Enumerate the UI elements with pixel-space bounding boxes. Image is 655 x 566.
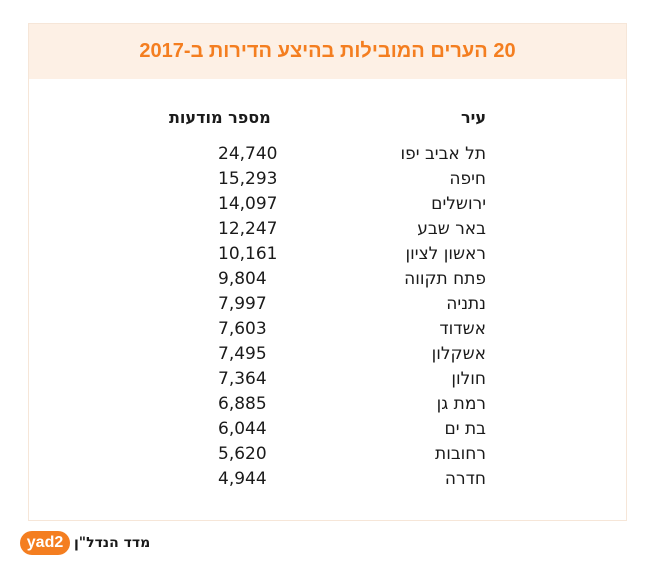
- table-card: 20 הערים המובילות בהיצע הדירות ב-2017 עי…: [28, 23, 627, 521]
- count-cell: 10,161: [218, 244, 278, 264]
- city-cell: באר שבע: [417, 219, 486, 239]
- city-cell: ירושלים: [431, 194, 486, 214]
- city-cell: חיפה: [449, 169, 486, 189]
- city-cell: פתח תקווה: [404, 269, 486, 289]
- city-cell: אשדוד: [439, 319, 486, 339]
- city-cell: רמת גן: [436, 394, 486, 414]
- title-bar: 20 הערים המובילות בהיצע הדירות ב-2017: [29, 24, 626, 79]
- table-row: רחובות 5,620: [29, 444, 626, 469]
- column-header-city: עיר: [461, 108, 486, 127]
- count-cell: 5,620: [218, 444, 267, 464]
- count-cell: 6,044: [218, 419, 267, 439]
- count-cell: 14,097: [218, 194, 278, 214]
- table-row: תל אביב יפו 24,740: [29, 144, 626, 169]
- city-cell: חולון: [451, 369, 486, 389]
- table-row: אשדוד 7,603: [29, 319, 626, 344]
- yad2-logo: yad2: [20, 531, 70, 555]
- table-row: בת ים 6,044: [29, 419, 626, 444]
- city-cell: ראשון לציון: [405, 244, 486, 264]
- count-cell: 4,944: [218, 469, 267, 489]
- page-title: 20 הערים המובילות בהיצע הדירות ב-2017: [139, 40, 516, 62]
- table-row: ירושלים 14,097: [29, 194, 626, 219]
- column-header-count: מספר מודעות: [169, 108, 271, 127]
- count-cell: 15,293: [218, 169, 278, 189]
- count-cell: 9,804: [218, 269, 267, 289]
- count-cell: 12,247: [218, 219, 278, 239]
- table-row: אשקלון 7,495: [29, 344, 626, 369]
- table-row: רמת גן 6,885: [29, 394, 626, 419]
- city-cell: נתניה: [446, 294, 486, 314]
- table-row: נתניה 7,997: [29, 294, 626, 319]
- city-cell: תל אביב יפו: [400, 144, 486, 164]
- city-cell: רחובות: [435, 444, 486, 464]
- count-cell: 7,997: [218, 294, 267, 314]
- table-row: חולון 7,364: [29, 369, 626, 394]
- count-cell: 7,364: [218, 369, 267, 389]
- table-row: חדרה 4,944: [29, 469, 626, 494]
- table-row: פתח תקווה 9,804: [29, 269, 626, 294]
- table-row: באר שבע 12,247: [29, 219, 626, 244]
- count-cell: 6,885: [218, 394, 267, 414]
- count-cell: 7,603: [218, 319, 267, 339]
- table-row: ראשון לציון 10,161: [29, 244, 626, 269]
- count-cell: 7,495: [218, 344, 267, 364]
- city-cell: אשקלון: [431, 344, 486, 364]
- city-cell: חדרה: [444, 469, 486, 489]
- footer: yad2 מדד הנדל"ן: [20, 531, 150, 555]
- count-cell: 24,740: [218, 144, 278, 164]
- table-row: חיפה 15,293: [29, 169, 626, 194]
- source-label: מדד הנדל"ן: [74, 535, 151, 551]
- city-cell: בת ים: [444, 419, 487, 439]
